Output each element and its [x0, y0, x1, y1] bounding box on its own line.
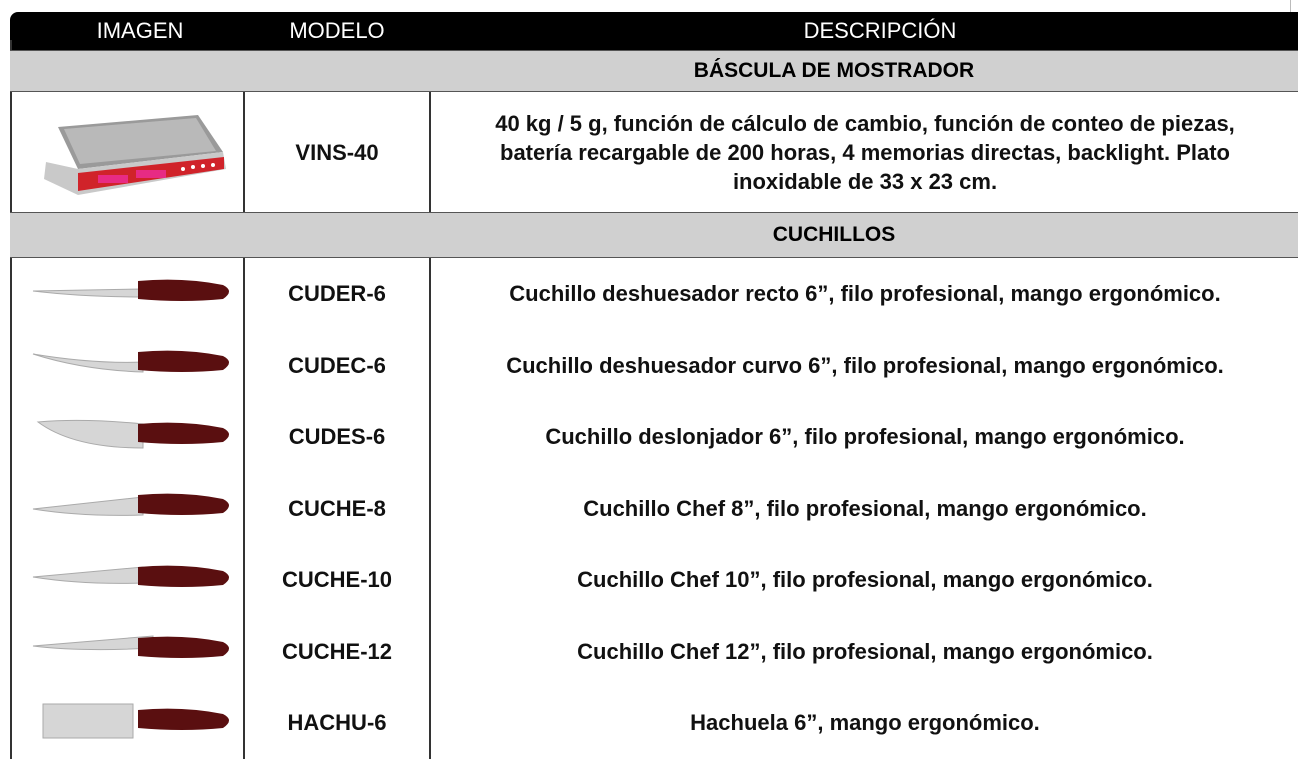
product-image — [14, 401, 242, 473]
model: CUDES-6 — [288, 424, 386, 450]
knife-image — [32, 279, 229, 301]
knife-image — [32, 635, 229, 659]
product-image — [14, 473, 242, 545]
description: Cuchillo Chef 12”, filo profesional, man… — [577, 638, 1153, 664]
description: 40 kg / 5 g, función de cálculo de cambi… — [495, 110, 1235, 194]
knife-image — [32, 350, 229, 373]
edge-line — [1290, 0, 1291, 12]
knife-image — [42, 703, 229, 739]
header-bar — [10, 12, 1298, 50]
model: CUCHE-12 — [281, 638, 393, 664]
product-image — [14, 616, 242, 688]
description: Cuchillo deshuesador curvo 6”, filo prof… — [506, 352, 1224, 378]
column-header: DESCRIPCIÓN — [803, 18, 957, 43]
product-image — [14, 330, 242, 402]
knife-image — [32, 565, 229, 587]
column-header: IMAGEN — [96, 18, 184, 43]
scale-image — [44, 115, 226, 195]
product-image — [14, 687, 242, 759]
model: CUDEC-6 — [288, 352, 386, 378]
product-image — [14, 92, 242, 212]
section-title: BÁSCULA DE MOSTRADOR — [10, 50, 1298, 92]
model: CUDER-6 — [288, 281, 386, 307]
column-divider — [429, 258, 431, 759]
product-image — [14, 258, 242, 330]
section-title: CUCHILLOS — [10, 212, 1298, 258]
model: CUCHE-8 — [288, 495, 386, 521]
product-image — [14, 544, 242, 616]
column-divider — [243, 92, 245, 212]
description: Hachuela 6”, mango ergonómico. — [690, 710, 1040, 736]
knife-image — [36, 419, 229, 449]
model: VINS-40 — [295, 139, 379, 165]
left-border — [10, 40, 12, 759]
description: Cuchillo deshuesador recto 6”, filo prof… — [509, 281, 1221, 307]
model: HACHU-6 — [287, 710, 387, 736]
description: Cuchillo deslonjador 6”, filo profesiona… — [545, 424, 1185, 450]
knife-image — [32, 493, 229, 517]
column-header: MODELO — [289, 18, 385, 43]
model: CUCHE-10 — [281, 567, 393, 593]
description: Cuchillo Chef 10”, filo profesional, man… — [577, 567, 1153, 593]
column-divider — [243, 258, 245, 759]
column-divider — [429, 92, 431, 212]
description: Cuchillo Chef 8”, filo profesional, mang… — [583, 495, 1147, 521]
